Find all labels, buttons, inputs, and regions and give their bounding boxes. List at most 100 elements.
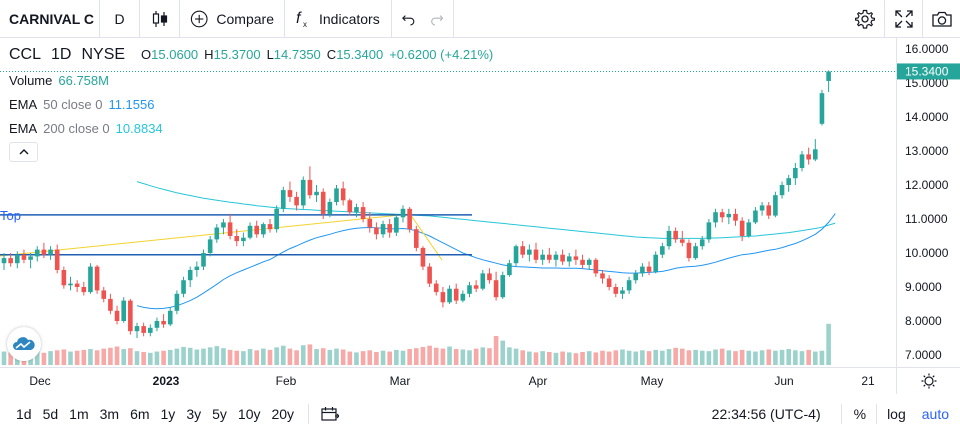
candle[interactable] [221,219,226,235]
candle[interactable] [201,249,206,270]
snapshot-button[interactable] [922,0,960,38]
candle[interactable] [334,185,339,206]
candle[interactable] [1,253,7,270]
candle[interactable] [620,287,625,299]
candle[interactable] [28,253,33,269]
candle[interactable] [699,236,705,250]
candle[interactable] [154,317,160,332]
candle[interactable] [134,322,140,338]
time-axis[interactable]: Dec 2023 Feb Mar Apr May Jun 21 [0,368,896,395]
candle[interactable] [773,191,778,218]
candle[interactable] [806,147,811,165]
candle[interactable] [394,213,399,236]
range-20y[interactable]: 20y [271,405,295,422]
range-1d[interactable]: 1d [16,405,32,422]
fullscreen-button[interactable] [884,0,922,38]
candle[interactable] [593,258,599,277]
candle[interactable] [533,242,539,264]
range-3y[interactable]: 3y [186,405,202,422]
undo-icon[interactable] [402,12,416,26]
interval-button[interactable]: D [100,0,140,37]
candle[interactable] [733,208,738,226]
candle[interactable] [194,261,200,277]
ema200-line[interactable] [136,181,836,239]
symbol-search-button[interactable]: CARNIVAL C [0,0,100,37]
candle[interactable] [666,225,672,250]
candle[interactable] [34,246,40,262]
candle[interactable] [360,202,366,223]
candle[interactable] [354,203,359,218]
candle[interactable] [287,181,293,202]
scale-settings-button[interactable] [896,367,960,394]
candle[interactable] [300,176,306,209]
candle[interactable] [387,219,392,238]
candle[interactable] [440,287,446,308]
legend-ema200[interactable]: EMA 200 close 0 10.8834 [9,116,493,140]
candle[interactable] [480,270,486,291]
range-6m[interactable]: 6m [130,405,150,422]
trend-line-drawing[interactable] [0,213,411,257]
candle[interactable] [626,276,632,294]
time-scale[interactable]: Dec 2023 Feb Mar Apr May Jun 21 [0,367,896,394]
auto-scale-toggle[interactable]: auto [921,405,949,422]
compare-button[interactable]: Compare [180,0,285,37]
range-3m[interactable]: 3m [99,405,120,422]
candle[interactable] [680,230,685,247]
candle[interactable] [234,229,240,247]
candle[interactable] [746,219,752,238]
candle[interactable] [646,261,652,276]
candle[interactable] [141,322,146,337]
candle[interactable] [813,139,818,162]
ema50-line[interactable] [136,213,836,310]
candle[interactable] [54,244,60,274]
candle[interactable] [540,249,545,265]
candle[interactable] [819,89,825,126]
trend-line-drawing-2[interactable] [409,213,443,261]
range-10y[interactable]: 10y [237,405,261,422]
indicators-button[interactable]: f x Indicators [285,0,392,37]
candle[interactable] [693,242,698,260]
candle[interactable] [606,275,612,291]
candle[interactable] [41,242,47,259]
candle[interactable] [633,270,639,284]
candle[interactable] [520,241,525,259]
candle[interactable] [68,276,73,291]
candle[interactable] [560,249,565,265]
redo-icon[interactable] [430,12,444,26]
candle[interactable] [719,208,725,223]
candle[interactable] [380,220,386,238]
candle[interactable] [181,276,186,298]
chart-type-button[interactable] [140,0,180,37]
go-to-date-button[interactable] [320,406,339,422]
candle[interactable] [320,188,326,219]
candle[interactable] [686,239,692,262]
candle[interactable] [513,244,519,267]
candle[interactable] [148,324,153,337]
candle[interactable] [327,198,333,218]
candle[interactable] [447,285,452,304]
candle[interactable] [600,270,605,284]
candle[interactable] [673,227,678,243]
candle[interactable] [281,186,286,213]
candle[interactable] [487,268,492,284]
candle[interactable] [61,266,67,289]
candle[interactable] [267,219,273,233]
candle[interactable] [573,249,579,265]
candle[interactable] [48,246,53,260]
candle[interactable] [274,205,279,233]
candle[interactable] [374,222,379,240]
candle[interactable] [566,253,572,267]
legend-volume[interactable]: Volume 66.758M [9,68,493,92]
candle[interactable] [294,191,299,211]
settings-button[interactable] [846,0,884,38]
clock-timezone[interactable]: 22:34:56 (UTC-4) [711,405,821,422]
range-5d[interactable]: 5d [42,405,59,422]
candle[interactable] [706,219,712,243]
candle[interactable] [121,297,126,323]
candle[interactable] [21,249,27,264]
candle[interactable] [460,290,466,303]
percent-scale-toggle[interactable]: % [853,405,867,422]
candle[interactable] [74,280,80,293]
candle[interactable] [467,281,472,298]
candle[interactable] [420,246,426,270]
